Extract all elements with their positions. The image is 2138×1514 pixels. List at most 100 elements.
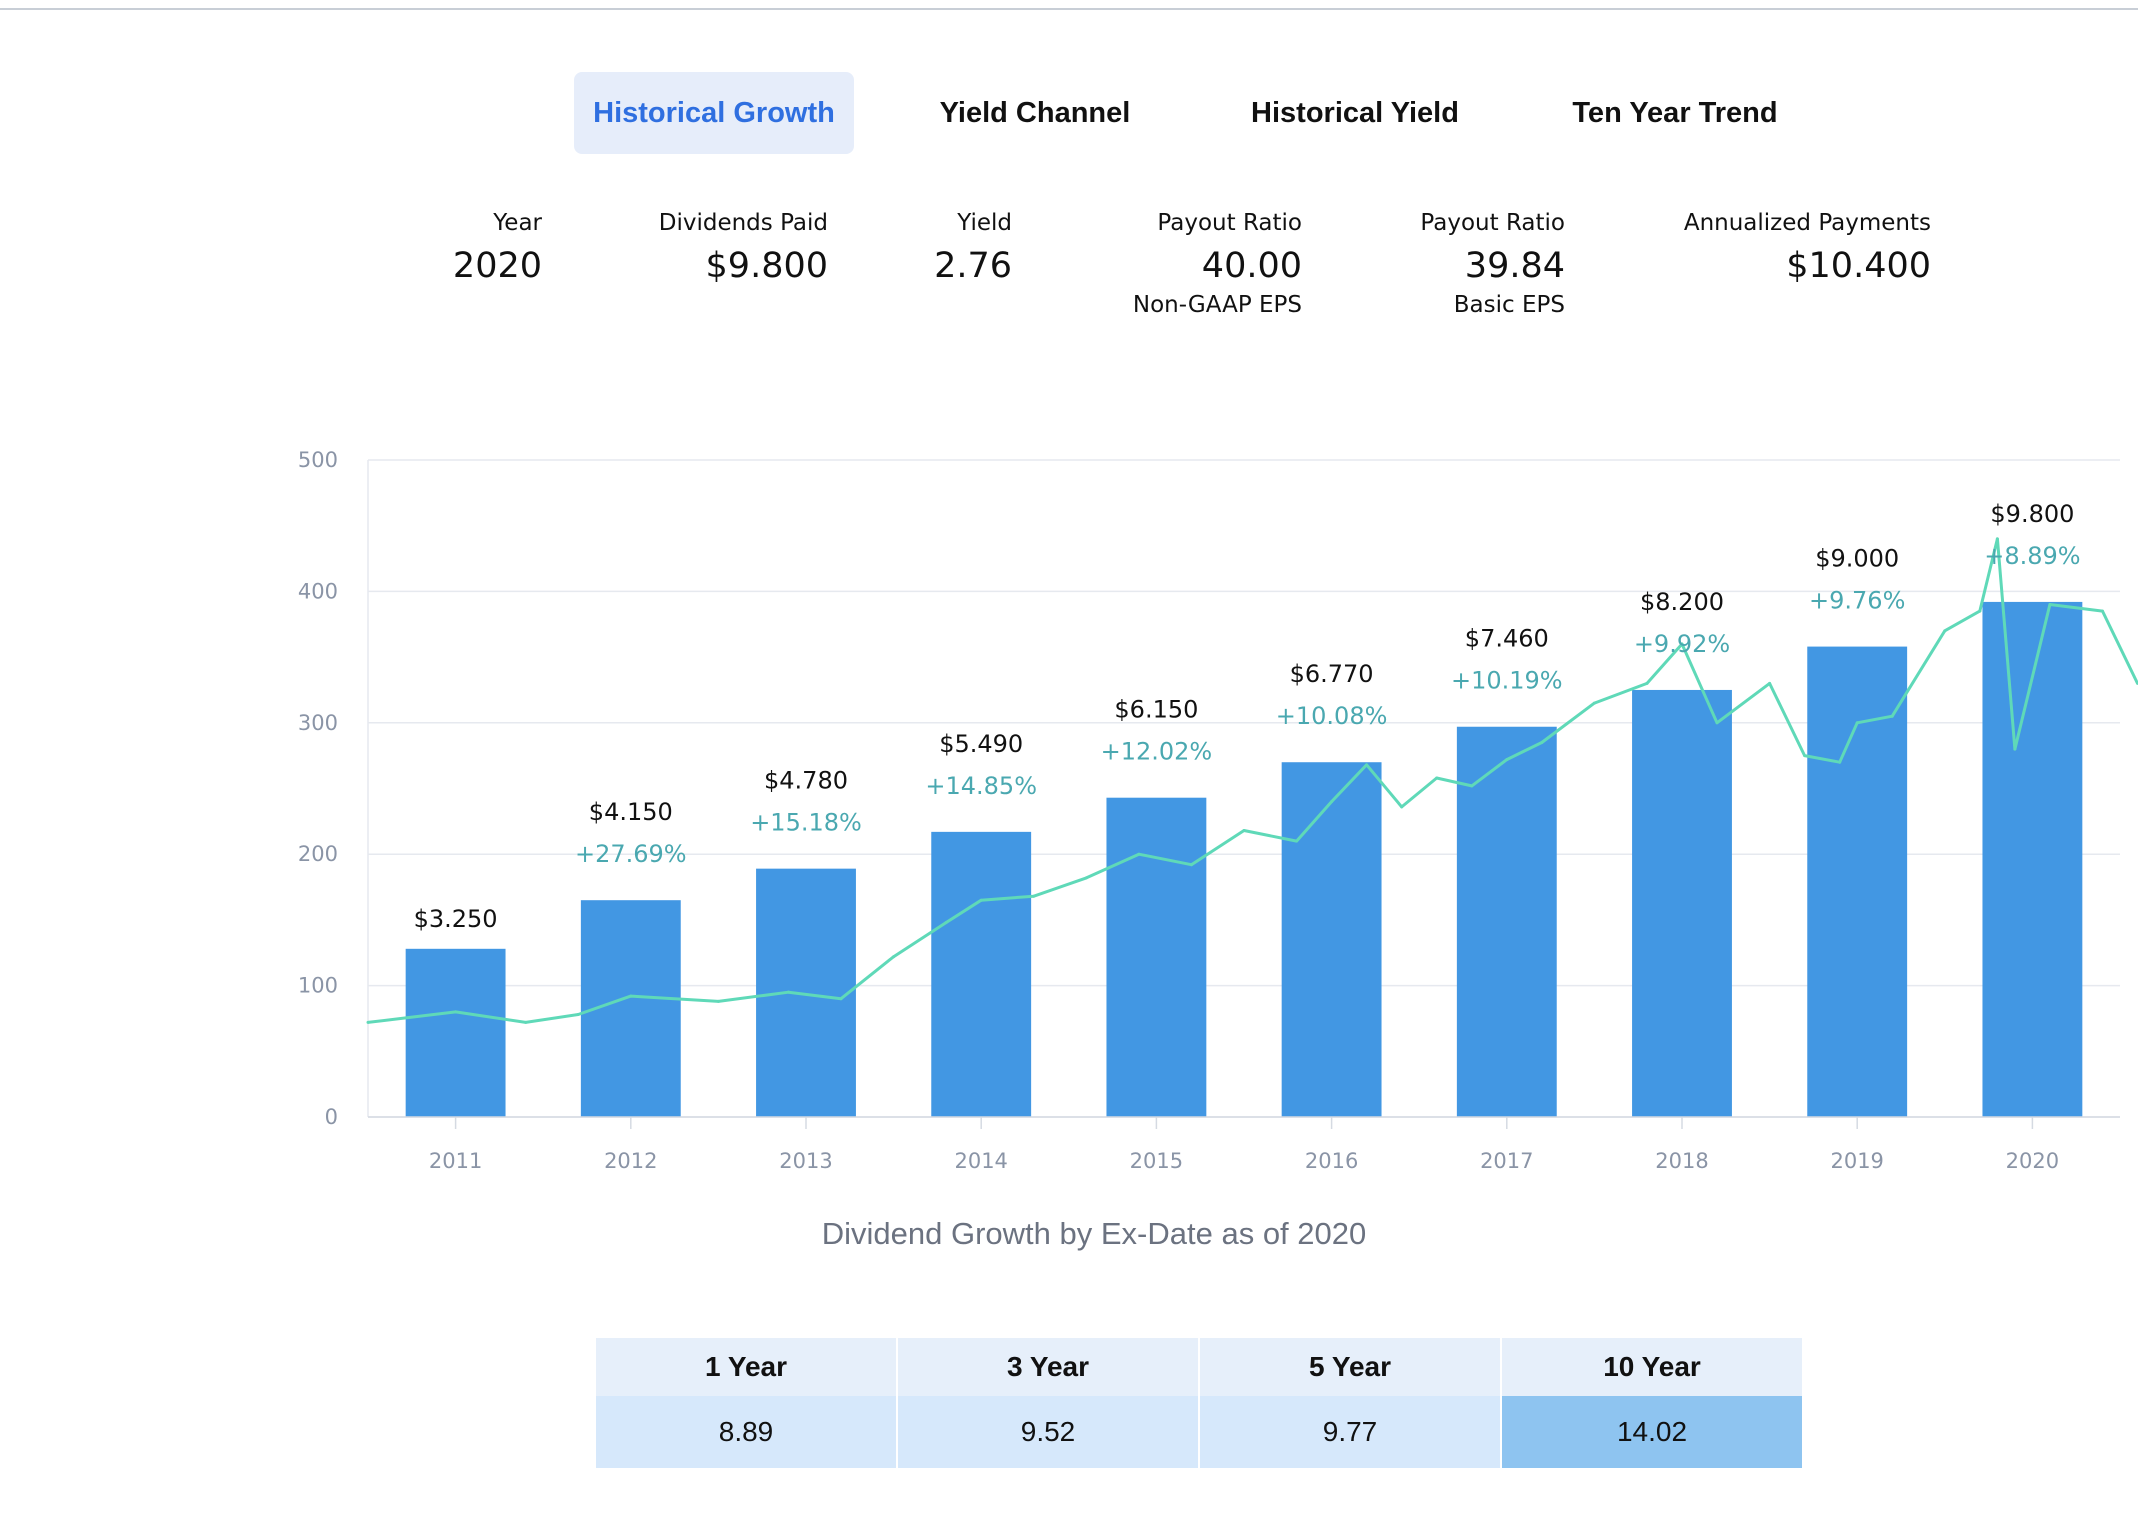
stat-payout-basic-label: Payout Ratio [1420,210,1565,236]
price-trend-point-23 [1540,741,1544,745]
bar-value-label-2014: $5.490 [939,730,1023,758]
price-trend-point-8 [892,955,896,959]
price-trend-point-34 [1978,609,1982,613]
bar-growth-label-2016: +10.08% [1276,702,1388,730]
price-trend-point-18 [1365,763,1369,767]
tab-ten-year-trend[interactable]: Ten Year Trend [1572,96,1778,129]
stat-payout-basic-sub: Basic EPS [1453,292,1565,318]
price-trend-point-24 [1592,701,1596,705]
stat-payout-non-gaap-label: Payout Ratio [1157,210,1302,236]
growth-header-10-year: 10 Year [1502,1338,1802,1396]
chart-title: Dividend Growth by Ex-Date as of 2020 [821,1216,1367,1251]
stat-yield: Yield 2.76 [934,210,1012,286]
tab-bar: Historical Growth Yield Channel Historic… [0,0,2138,160]
price-trend-point-17 [1330,800,1334,804]
growth-header-1-year: 1 Year [596,1338,896,1396]
price-trend-point-26 [1680,642,1684,646]
x-tick-label-2015: 2015 [1130,1149,1183,1173]
growth-header-5-year: 5 Year [1200,1338,1500,1396]
bar-value-label-2016: $6.770 [1290,660,1374,688]
price-trend-point-27 [1715,721,1719,725]
growth-value-3-year: 9.52 [898,1396,1198,1468]
stat-year-value: 2020 [452,246,542,286]
bar-growth-label-2013: +15.18% [750,809,862,837]
price-trend-point-5 [716,999,720,1003]
price-trend-point-2 [524,1020,528,1024]
price-trend-point-33 [1943,629,1947,633]
x-tick-label-2016: 2016 [1305,1149,1358,1173]
x-tick-label-2013: 2013 [779,1149,832,1173]
bar-2015 [1106,797,1207,1117]
growth-value-1-year: 8.89 [596,1396,896,1468]
dividend-growth-chart: 0 100 200 300 400 500 $3.250 $4.150 +27.69% $4.78… [298,448,2138,1173]
price-trend-point-22 [1505,758,1509,762]
tab-historical-yield[interactable]: Historical Yield [1251,96,1459,129]
y-tick-label-100: 100 [298,974,338,998]
stat-dividends-paid-value: $9.800 [705,246,828,286]
price-trend-point-0 [366,1020,370,1024]
x-tick-label-2019: 2019 [1830,1149,1883,1173]
bar-value-label-2011: $3.250 [414,905,498,933]
x-tick-label-2017: 2017 [1480,1149,1533,1173]
growth-header-3-year: 3 Year [898,1338,1198,1396]
price-trend-point-9 [944,921,948,925]
top-rule [0,0,2138,10]
tab-yield-channel[interactable]: Yield Channel [939,96,1131,129]
bar-growth-label-2014: +14.85% [925,772,1037,800]
price-trend-point-15 [1242,829,1246,833]
stat-annualized-label: Annualized Payments [1683,210,1931,236]
growth-table-header-row: 1 Year 3 Year 5 Year 10 Year [596,1338,1802,1396]
stat-payout-non-gaap: Payout Ratio 40.00 Non-GAAP EPS [1133,210,1302,318]
price-trend-point-32 [1890,714,1894,718]
price-trend-point-29 [1803,754,1807,758]
stat-year-label: Year [493,210,542,236]
stat-year: Year 2020 [453,210,542,286]
price-trend-point-6 [786,990,790,994]
bar-2017 [1456,726,1557,1117]
stat-payout-non-gaap-sub: Non-GAAP EPS [1132,292,1302,318]
bar-2018 [1632,689,1732,1117]
stat-yield-label: Yield [957,210,1012,236]
bar-2020 [1982,601,2083,1117]
stat-annualized-value: $10.400 [1786,246,1931,286]
y-tick-label-500: 500 [298,448,338,472]
bar-value-label-2019: $9.000 [1815,545,1899,573]
price-trend-point-16 [1295,839,1299,843]
bar-value-label-2017: $7.460 [1465,625,1549,653]
price-trend-point-13 [1137,852,1141,856]
price-trend-point-28 [1768,681,1772,685]
bar-value-label-2013: $4.780 [764,767,848,795]
x-tick-label-2020: 2020 [2006,1149,2059,1173]
price-trend-point-3 [576,1013,580,1017]
bar-growth-label-2012: +27.69% [575,840,687,868]
stat-dividends-paid: Dividends Paid $9.800 [659,210,828,286]
bar-growth-label-2020: +8.89% [1984,542,2080,570]
price-trend-point-25 [1645,681,1649,685]
bar-2013 [756,868,856,1117]
stat-dividends-paid-label: Dividends Paid [658,210,828,236]
x-tick-label-2014: 2014 [954,1149,1007,1173]
stat-payout-basic: Payout Ratio 39.84 Basic EPS [1420,210,1565,318]
price-trend-line [367,537,2138,1024]
tab-historical-growth[interactable]: Historical Growth [574,72,854,154]
growth-rate-table: 1 Year 3 Year 5 Year 10 Year 8.89 9.52 9… [594,1338,1804,1468]
bar-value-label-2015: $6.150 [1114,696,1198,724]
price-trend-point-20 [1435,776,1439,780]
bar-value-label-2012: $4.150 [589,798,673,826]
y-tick-label-400: 400 [298,579,338,603]
price-trend-point-30 [1838,760,1842,764]
stats-row: Year 2020 Dividends Paid $9.800 Yield 2.… [0,210,2138,360]
bar-growth-label-2017: +10.19% [1451,667,1563,695]
bar-2014 [931,831,1032,1117]
price-trend-point-4 [629,994,633,998]
bar-value-label-2018: $8.200 [1640,588,1724,616]
bar-growth-label-2018: +9.92% [1634,630,1730,658]
stat-payout-non-gaap-value: 40.00 [1201,246,1302,286]
bar-2011 [405,948,506,1117]
price-trend-point-36 [2013,747,2017,751]
growth-value-10-year: 14.02 [1502,1396,1802,1468]
y-tick-label-300: 300 [298,711,338,735]
price-trend-point-14 [1189,863,1193,867]
price-trend-point-37 [2048,603,2052,607]
price-trend-point-21 [1470,784,1474,788]
